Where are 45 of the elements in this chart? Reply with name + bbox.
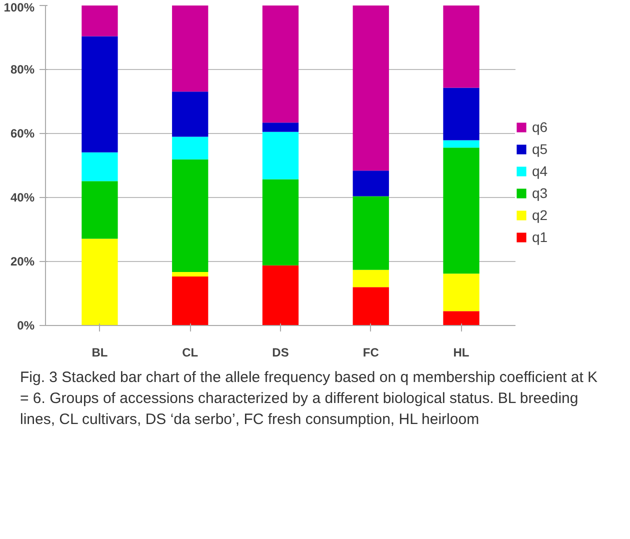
bar xyxy=(352,170,389,196)
y-tick-label: 100% xyxy=(4,0,35,14)
bar xyxy=(443,6,480,88)
legend-label: q2 xyxy=(532,207,549,223)
legend-label: q3 xyxy=(532,185,549,201)
bar xyxy=(352,196,389,270)
y-tick-label: 40% xyxy=(10,190,35,204)
x-tick-label: DS xyxy=(272,346,289,360)
bar xyxy=(172,6,208,92)
bar xyxy=(443,148,480,274)
bar xyxy=(262,122,299,132)
bar xyxy=(172,159,208,272)
legend-label: q5 xyxy=(532,141,549,157)
x-tick-label: FC xyxy=(362,346,380,360)
bar xyxy=(82,152,118,182)
bar xyxy=(262,179,299,266)
bar xyxy=(352,6,389,171)
bar xyxy=(262,265,299,326)
bar xyxy=(82,36,118,152)
x-tick-label: CL xyxy=(182,346,198,360)
bar xyxy=(262,6,299,123)
bar xyxy=(443,274,480,312)
x-tick-label: HL xyxy=(453,346,470,360)
bar xyxy=(352,287,389,326)
y-tick-label: 80% xyxy=(10,62,35,76)
x-tick-label: BL xyxy=(92,346,108,360)
bar xyxy=(443,311,480,326)
bar xyxy=(82,181,118,239)
caption: Fig. 3 Stacked bar chart of the allele frequency based on q membership coefficient at K = 6. Groups of accessions characterized by a different biological status. BL breeding lines, CL cultivars, DS ‘da serbo’, FC fresh consumption, HL heirloom xyxy=(20,368,599,430)
bar xyxy=(172,272,208,277)
y-tick-label: 60% xyxy=(10,126,35,140)
legend-label: q6 xyxy=(532,119,549,135)
legend-label: q4 xyxy=(532,163,549,179)
bar xyxy=(172,136,208,160)
bar xyxy=(352,270,389,288)
bar xyxy=(172,92,208,137)
bar xyxy=(172,276,208,326)
bar xyxy=(443,88,480,140)
y-tick-label: 0% xyxy=(17,318,35,332)
bar xyxy=(82,6,118,36)
legend-label: q1 xyxy=(532,229,549,245)
bar xyxy=(82,238,118,326)
bar xyxy=(443,140,480,148)
bar xyxy=(262,132,299,180)
y-tick-label: 20% xyxy=(10,254,35,268)
